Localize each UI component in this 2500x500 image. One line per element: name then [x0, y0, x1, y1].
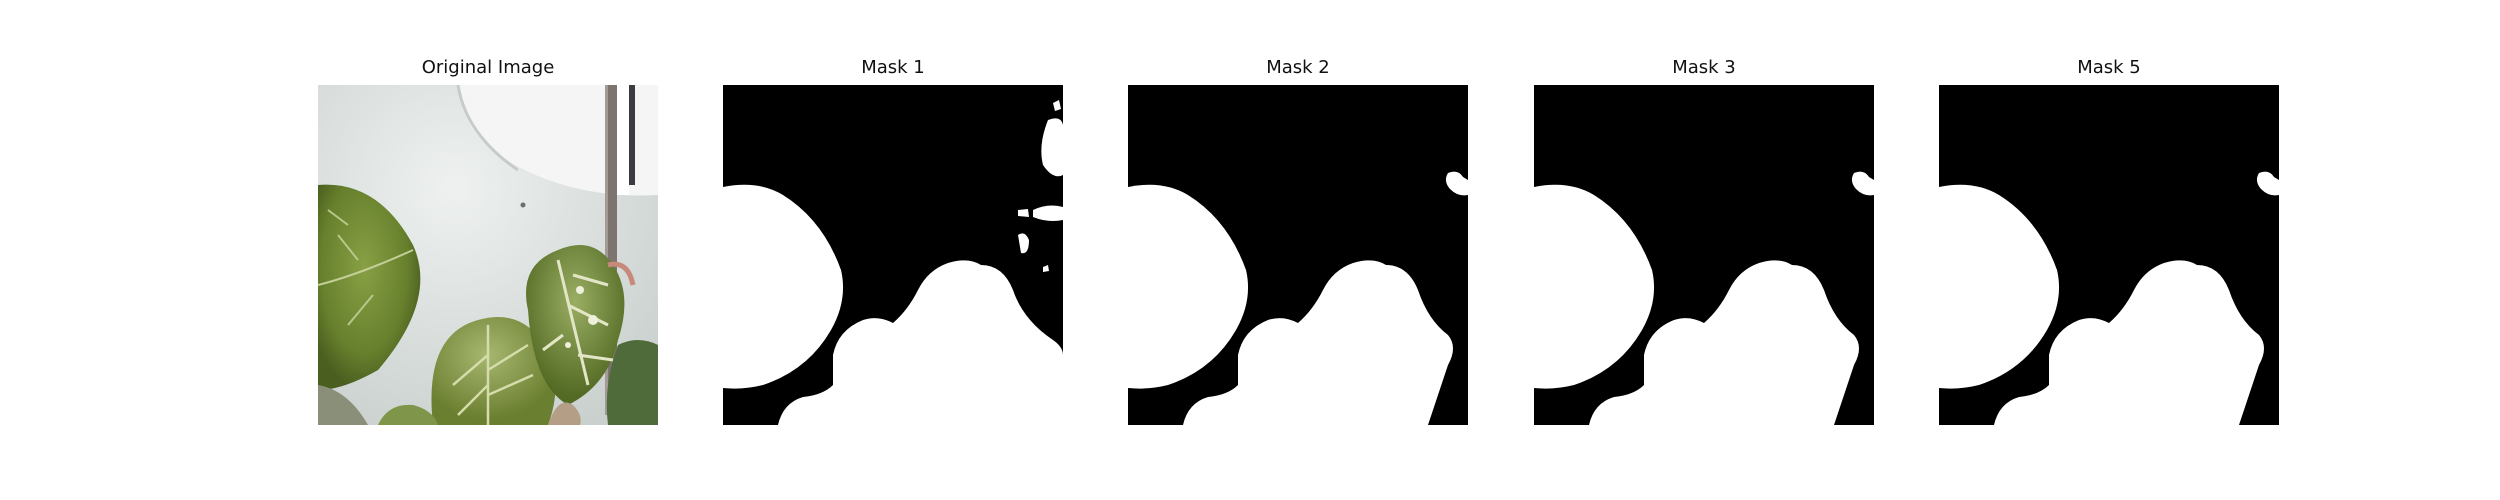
original-plant-photo — [318, 85, 658, 425]
panel-title: Mask 1 — [723, 55, 1063, 81]
mask-3-image — [1534, 85, 1874, 425]
panel-title: Mask 3 — [1534, 55, 1874, 81]
mask-1-image — [723, 85, 1063, 425]
panel-title: Original Image — [318, 55, 658, 81]
panel-title: Mask 2 — [1128, 55, 1468, 81]
mask-5-image — [1939, 85, 2279, 425]
mask-2-image — [1128, 85, 1468, 425]
panel-title: Mask 5 — [1939, 55, 2279, 81]
